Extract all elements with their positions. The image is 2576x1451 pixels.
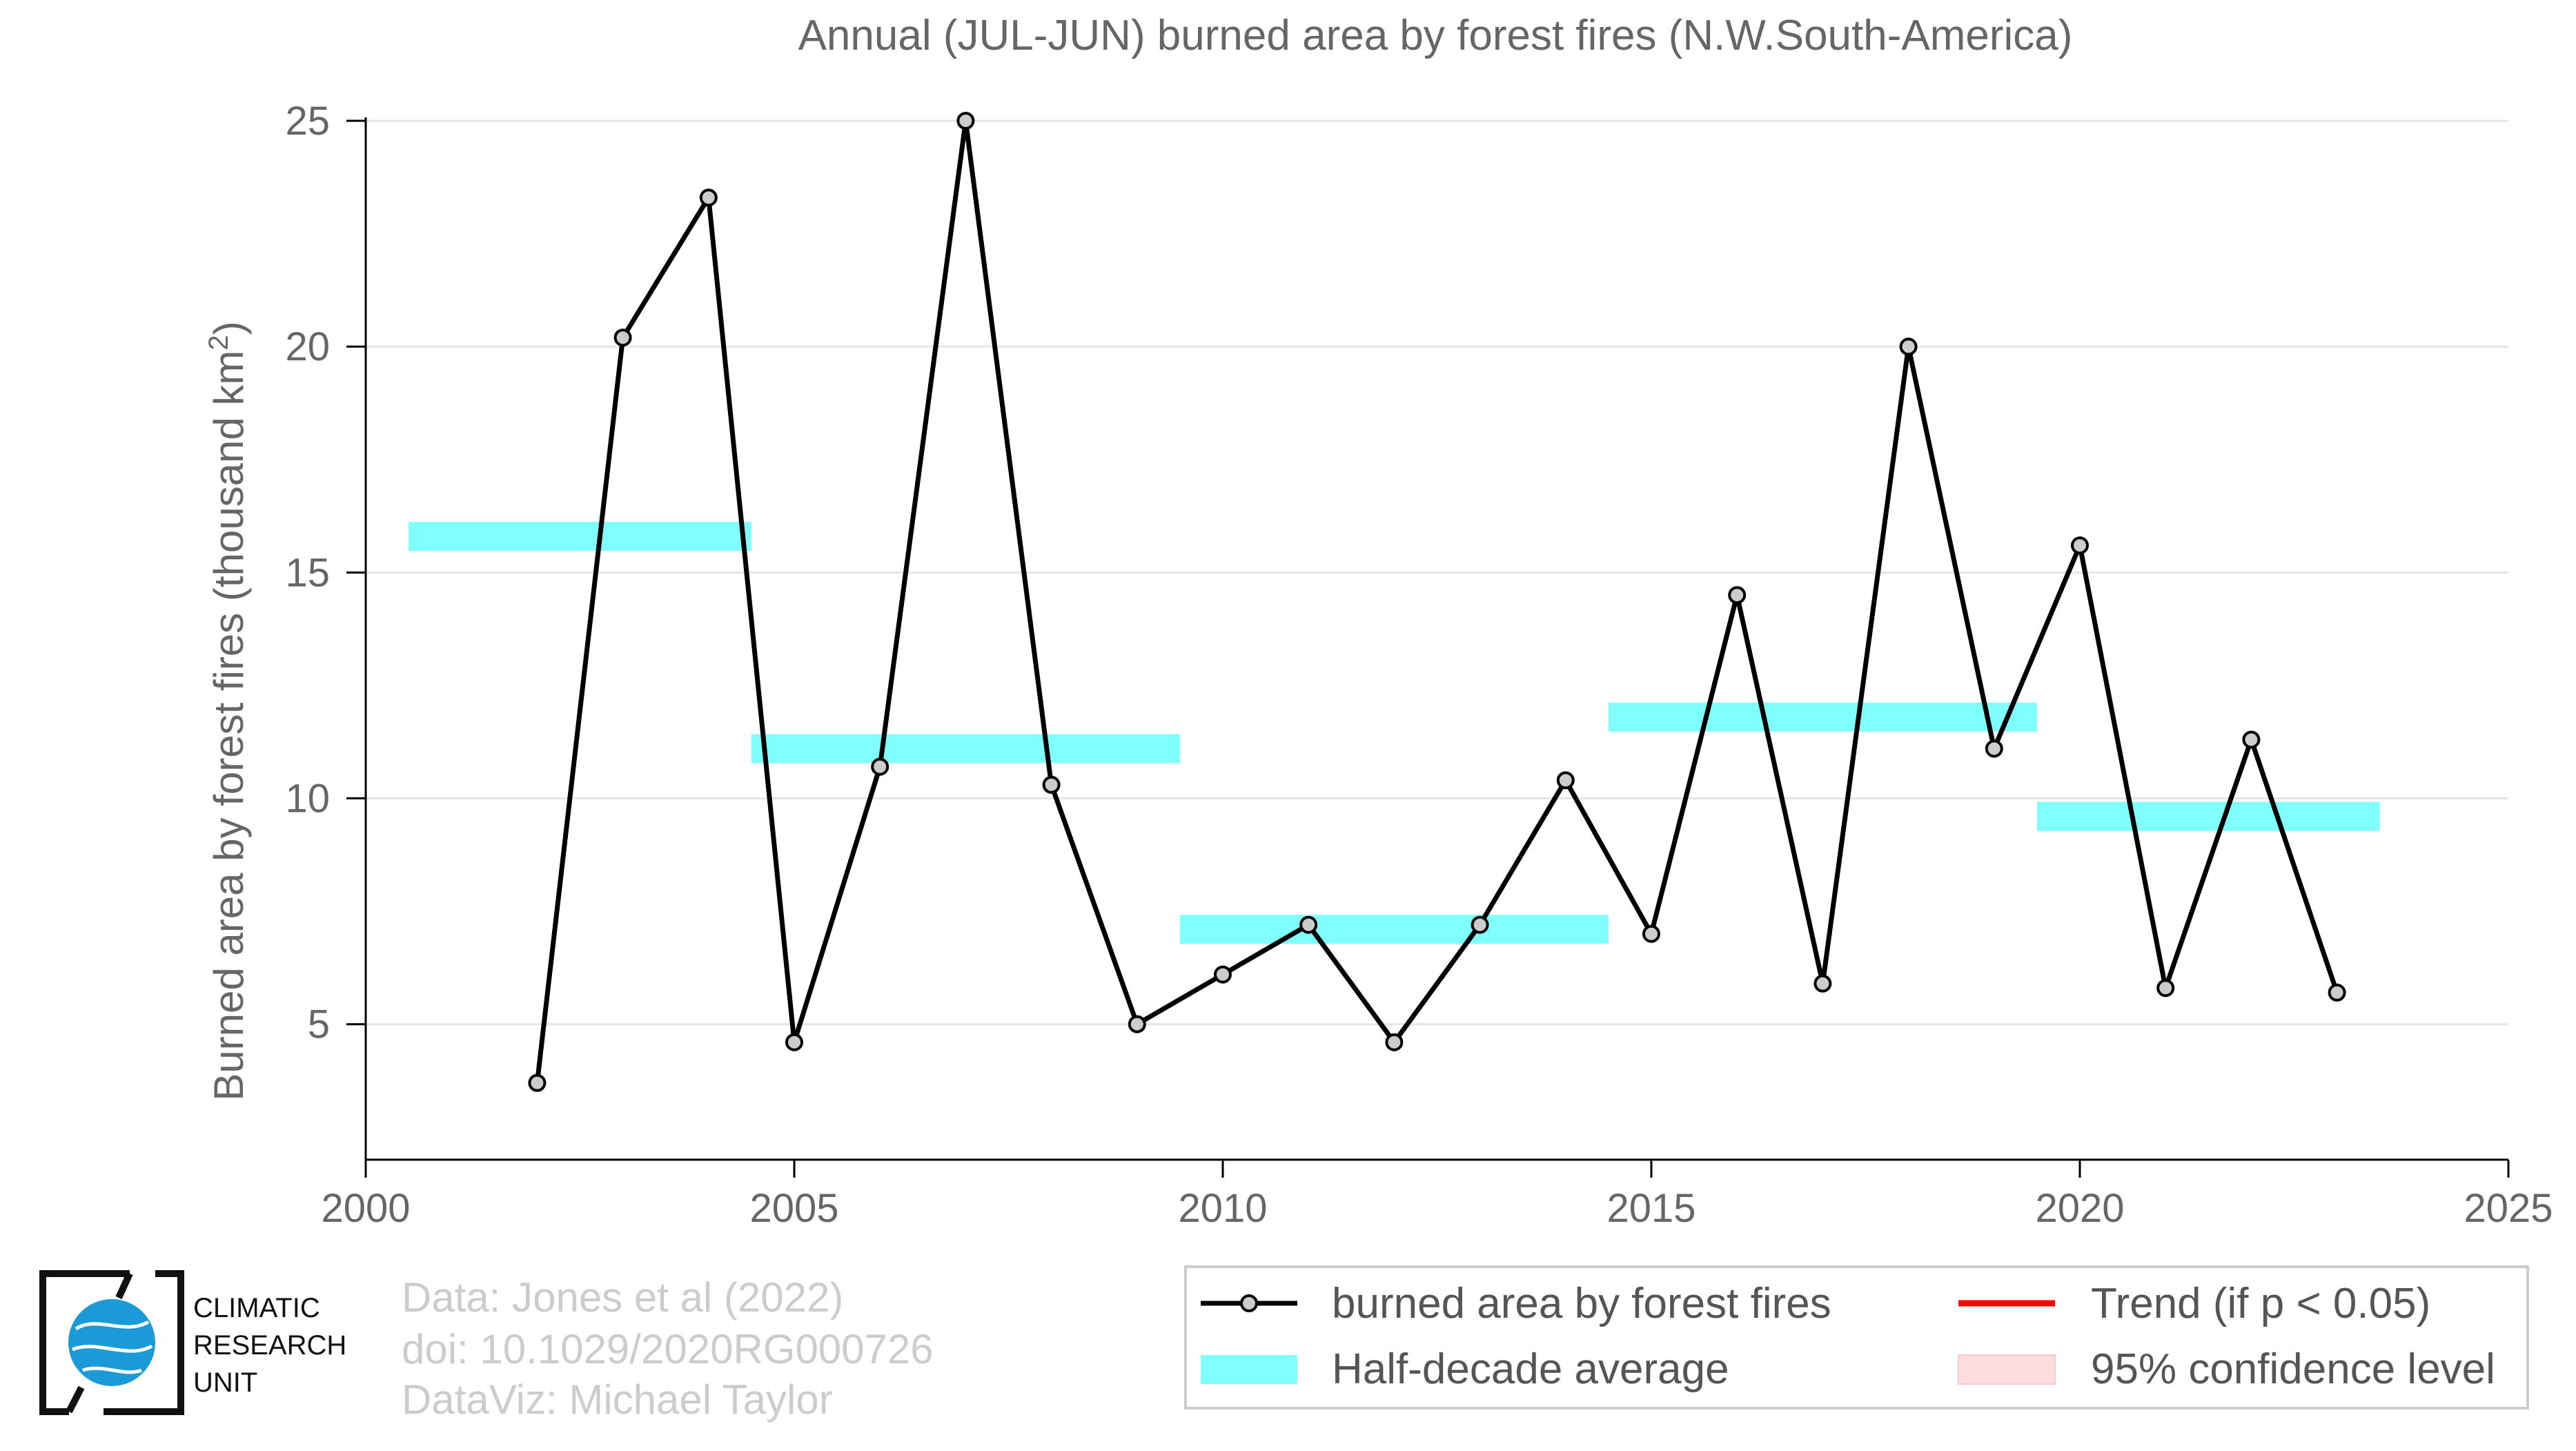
data-point-2007: [956, 112, 975, 130]
credit-dataviz: DataViz: Michael Taylor: [402, 1376, 833, 1423]
globe-swirl: [72, 1320, 153, 1374]
half-decade-average-layer: [409, 522, 2380, 944]
series-line-0: [534, 118, 2339, 1084]
data-point-2009: [1128, 1015, 1146, 1033]
data-point-2020: [2071, 536, 2089, 555]
axes-layer: [346, 117, 2510, 1178]
data-point-2023: [2328, 983, 2346, 1002]
grid-layer: [366, 119, 2508, 1026]
data-point-2018: [1899, 338, 1918, 356]
y-tick-label-25: 25: [285, 99, 330, 144]
data-point-2013: [1471, 915, 1489, 934]
data-point-2017: [1813, 974, 1832, 993]
data-point-2022: [2242, 730, 2261, 749]
legend-average-swatch: [1201, 1355, 1297, 1384]
data-point-2004: [699, 188, 718, 207]
y-tick-label-10: 10: [285, 777, 330, 821]
credit-data-source: Data: Jones et al (2022): [402, 1274, 843, 1321]
x-tick-label-2010: 2010: [1178, 1186, 1267, 1231]
chart-title: Annual (JUL-JUN) burned area by forest f…: [798, 12, 2073, 59]
logo-bracket-left: [39, 1270, 130, 1415]
x-tick-label-2025: 2025: [2464, 1186, 2553, 1231]
data-point-2005: [785, 1033, 803, 1051]
x-tick-label-2005: 2005: [749, 1186, 838, 1231]
half-decade-average-bar-1: [751, 734, 1180, 763]
y-tick-label-5: 5: [308, 1002, 330, 1047]
data-point-2008: [1042, 775, 1061, 794]
legend: burned area by forest fires Half-decade …: [1184, 1265, 2529, 1410]
logo-text-line3: UNIT: [193, 1367, 257, 1398]
legend-trend-label: Trend (if p < 0.05): [2091, 1280, 2430, 1327]
legend-confidence-swatch: [1958, 1354, 2056, 1385]
logo-bracket-slash: [66, 1272, 133, 1414]
data-point-2010: [1214, 965, 1232, 984]
half-decade-average-bar-4: [2036, 801, 2380, 831]
data-point-2016: [1728, 586, 1747, 605]
y-tick-label-15: 15: [285, 550, 330, 595]
half-decade-average-bar-3: [1608, 702, 2037, 732]
data-point-2021: [2156, 979, 2175, 997]
data-point-2006: [871, 757, 889, 776]
half-decade-average-bar-0: [409, 522, 751, 551]
data-point-2015: [1642, 924, 1660, 943]
legend-box: [1184, 1265, 2529, 1410]
half-decade-average-bar-2: [1179, 915, 1609, 944]
y-tick-label-20: 20: [285, 324, 330, 369]
legend-marker-swatch: [1240, 1294, 1258, 1312]
logo-bracket-right: [104, 1270, 184, 1415]
series-line-layer: [534, 118, 2339, 1084]
legend-average-label: Half-decade average: [1332, 1345, 1729, 1393]
cru-logo: CLIMATIC RESEARCH UNIT: [39, 1270, 346, 1415]
globe-icon: [68, 1299, 155, 1386]
credit-doi: doi: 10.1029/2020RG000726: [402, 1326, 934, 1372]
logo-text-line2: RESEARCH: [193, 1330, 346, 1361]
data-point-2002: [528, 1073, 547, 1092]
series-point-layer: [528, 112, 2346, 1092]
data-point-2003: [613, 329, 632, 347]
y-axis-label: Burned area by forest fires (thousand km…: [204, 321, 252, 1100]
data-point-2014: [1556, 771, 1575, 790]
legend-series-label: burned area by forest fires: [1332, 1280, 1831, 1327]
legend-confidence-label: 95% confidence level: [2091, 1345, 2495, 1393]
data-point-2011: [1299, 915, 1318, 934]
data-point-2019: [1985, 739, 2003, 758]
x-tick-label-2020: 2020: [2035, 1186, 2124, 1231]
logo-text-line1: CLIMATIC: [193, 1293, 320, 1323]
x-tick-label-2015: 2015: [1606, 1186, 1695, 1231]
x-tick-label-2000: 2000: [321, 1186, 410, 1231]
data-point-2012: [1385, 1033, 1404, 1051]
